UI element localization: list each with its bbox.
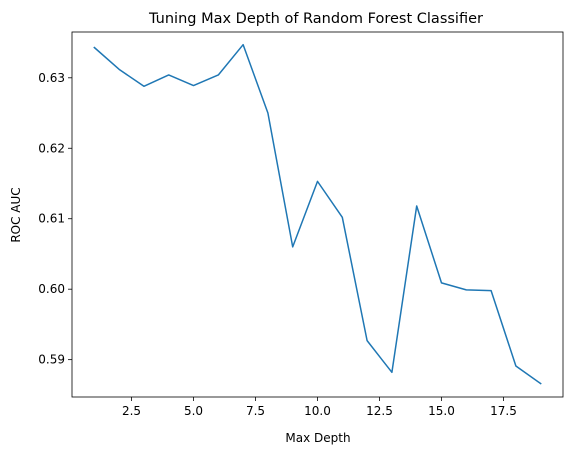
y-tick-label: 0.62 xyxy=(38,141,65,155)
x-tick-label: 12.5 xyxy=(366,404,393,418)
x-axis-label: Max Depth xyxy=(285,431,350,445)
y-tick-label: 0.60 xyxy=(38,282,65,296)
x-tick-label: 17.5 xyxy=(490,404,517,418)
y-tick-label: 0.63 xyxy=(38,71,65,85)
x-tick-label: 10.0 xyxy=(304,404,331,418)
x-axis-ticks: 2.5 5.0 7.5 10.0 12.5 15.0 17.5 xyxy=(122,397,517,418)
y-tick-label: 0.59 xyxy=(38,353,65,367)
x-tick-label: 2.5 xyxy=(122,404,141,418)
plot-area xyxy=(93,43,542,385)
x-tick-label: 15.0 xyxy=(428,404,455,418)
series-line xyxy=(93,43,542,385)
x-tick-label: 5.0 xyxy=(184,404,203,418)
y-tick-label: 0.61 xyxy=(38,212,65,226)
axes-frame xyxy=(71,31,564,398)
x-tick-label: 7.5 xyxy=(246,404,265,418)
chart-title: Tuning Max Depth of Random Forest Classi… xyxy=(148,11,483,27)
y-axis-ticks: 0.59 0.60 0.61 0.62 0.63 xyxy=(38,71,72,367)
y-axis-label: ROC AUC xyxy=(9,187,23,242)
